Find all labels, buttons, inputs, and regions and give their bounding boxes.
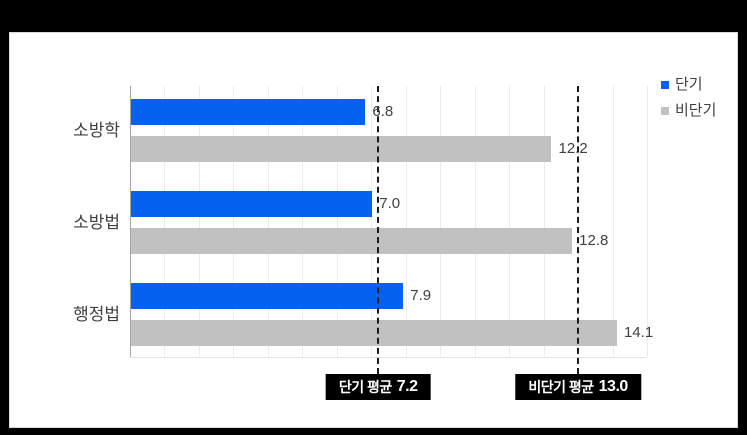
mean-label-bidanki: 비단기 평균 <box>528 379 594 395</box>
mean-label-box-danki: 단기 평균 7.2 <box>325 374 431 400</box>
gridline <box>198 86 200 357</box>
x-axis-line <box>130 357 647 358</box>
legend-item-bidanki: 비단기 <box>661 103 716 119</box>
gridline <box>164 86 166 357</box>
gridline <box>336 86 338 357</box>
mean-line <box>377 86 380 374</box>
category-label: 소방학 <box>73 120 120 140</box>
legend-label-bidanki: 비단기 <box>675 102 717 119</box>
legend-item-danki: 단기 <box>661 77 716 93</box>
gridline <box>233 86 235 357</box>
mean-label-danki: 단기 평균 <box>338 379 392 395</box>
legend-label-danki: 단기 <box>675 76 703 93</box>
plot-area: 단기 평균 7.2 비단기 평균 13.0 6.8 12.2 7.0 12.8 7.9 1… <box>130 86 653 400</box>
gridline <box>647 86 648 357</box>
legend: 단기 비단기 <box>661 77 716 119</box>
category-label: 행정법 <box>73 304 120 324</box>
gridline <box>371 86 373 357</box>
bar-bidanki <box>131 136 552 162</box>
gridline <box>612 86 614 357</box>
gridline <box>509 86 511 357</box>
chart-panel: 단기 비단기 단기 평균 7.2 비단기 평균 13.0 6.8 12.2 7.0 1… <box>9 32 738 428</box>
mean-value-danki: 7.2 <box>396 378 418 395</box>
bar-danki <box>131 191 373 217</box>
bar-bidanki <box>131 228 573 254</box>
bar-danki <box>131 99 366 125</box>
gridline <box>302 86 304 357</box>
gridline <box>474 86 476 357</box>
value-label: 7.9 <box>410 287 432 304</box>
gridline <box>543 86 545 357</box>
legend-swatch-bidanki-icon <box>661 107 669 115</box>
value-label: 12.8 <box>579 232 609 249</box>
y-axis-line <box>130 86 131 357</box>
category-label: 소방법 <box>73 212 120 232</box>
mean-value-bidanki: 13.0 <box>598 378 629 395</box>
mean-line <box>577 86 580 374</box>
gridline <box>405 86 407 357</box>
mean-label-box-bidanki: 비단기 평균 13.0 <box>515 374 641 400</box>
value-label: 12.2 <box>558 140 588 157</box>
gridline <box>267 86 269 357</box>
legend-swatch-danki-icon <box>661 81 669 89</box>
value-label: 6.8 <box>372 103 394 120</box>
value-label: 7.0 <box>379 195 401 212</box>
bar-bidanki <box>131 320 617 346</box>
gridline <box>440 86 442 357</box>
bar-danki <box>131 283 404 309</box>
value-label: 14.1 <box>623 324 654 341</box>
